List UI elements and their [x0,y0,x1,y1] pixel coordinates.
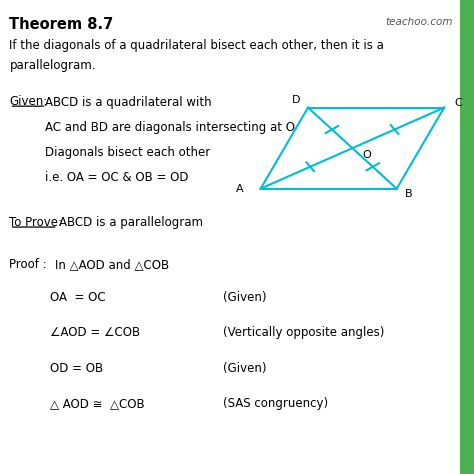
Text: In △AOD and △COB: In △AOD and △COB [55,258,169,271]
Text: OD = OB: OD = OB [50,362,103,374]
Text: D: D [292,95,300,105]
Text: AC and BD are diagonals intersecting at O: AC and BD are diagonals intersecting at … [45,121,295,134]
Text: A: A [236,183,244,194]
Text: Theorem 8.7: Theorem 8.7 [9,17,114,32]
Text: B: B [405,189,413,199]
Bar [460,0,474,474]
Text: teachoo.com: teachoo.com [385,17,453,27]
Text: ∠AOD = ∠COB: ∠AOD = ∠COB [50,326,140,339]
Text: (Given): (Given) [223,291,266,303]
Text: i.e. OA = OC & OB = OD: i.e. OA = OC & OB = OD [45,171,189,184]
Text: ABCD is a parallelogram: ABCD is a parallelogram [59,216,203,228]
Text: (SAS congruency): (SAS congruency) [223,397,328,410]
Text: ABCD is a quadrilateral with: ABCD is a quadrilateral with [45,96,212,109]
Text: OA  = OC: OA = OC [50,291,105,303]
Text: Diagonals bisect each other: Diagonals bisect each other [45,146,210,159]
Text: △ AOD ≅  △COB: △ AOD ≅ △COB [50,397,145,410]
Text: O: O [363,149,371,160]
Text: If the diagonals of a quadrilateral bisect each other, then it is a: If the diagonals of a quadrilateral bise… [9,39,384,52]
Text: Given:: Given: [9,95,48,108]
Text: Proof :: Proof : [9,258,47,271]
Text: (Given): (Given) [223,362,266,374]
Text: To Prove:: To Prove: [9,216,63,228]
Text: (Vertically opposite angles): (Vertically opposite angles) [223,326,384,339]
Text: parallelogram.: parallelogram. [9,59,96,72]
Text: C: C [455,98,463,109]
